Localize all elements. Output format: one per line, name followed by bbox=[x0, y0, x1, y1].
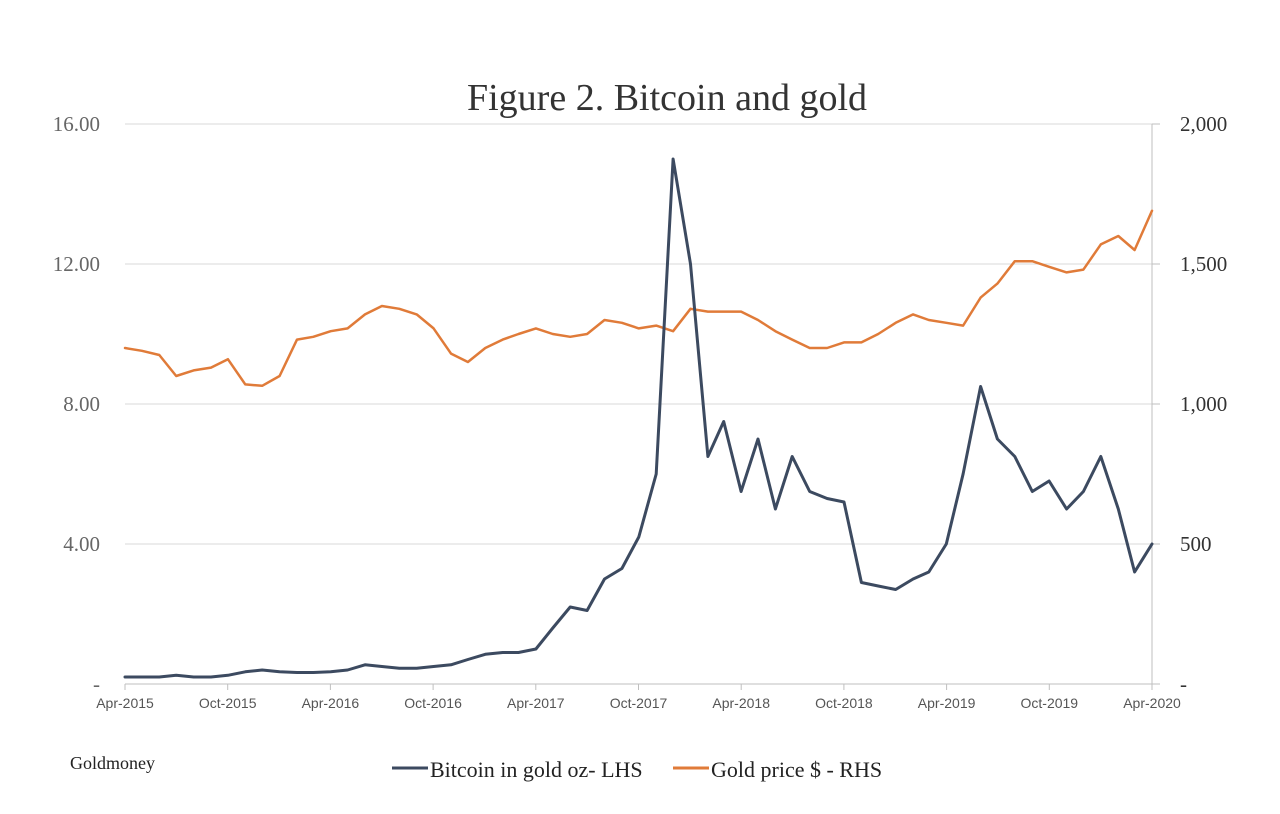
x-tick-label: Apr-2019 bbox=[918, 695, 976, 711]
y-right-tick-label: 2,000 bbox=[1180, 112, 1227, 136]
x-tick-label: Oct-2015 bbox=[199, 695, 257, 711]
source-label: Goldmoney bbox=[70, 753, 155, 773]
y-left-tick-label: 8.00 bbox=[63, 392, 100, 416]
y-left-tick-label: 4.00 bbox=[63, 532, 100, 556]
x-tick-label: Apr-2015 bbox=[96, 695, 154, 711]
x-tick-label: Apr-2020 bbox=[1123, 695, 1181, 711]
y-left-tick-label: 16.00 bbox=[53, 112, 100, 136]
axes: - 4.00 8.00 12.00 16.00 - 500 1,000 1,500 2,000 Ap… bbox=[53, 112, 1228, 711]
series-lines bbox=[123, 157, 1154, 679]
chart-title: Figure 2. Bitcoin and gold bbox=[467, 77, 867, 119]
y-right-tick-label: 1,000 bbox=[1180, 392, 1227, 416]
x-tick-label: Apr-2018 bbox=[712, 695, 770, 711]
y-left-tick-label: 12.00 bbox=[53, 252, 100, 276]
series-line-bitcoin bbox=[123, 157, 1154, 679]
gridlines bbox=[125, 123, 1152, 545]
x-tick-label: Oct-2019 bbox=[1021, 695, 1079, 711]
y-left-tick-label: - bbox=[93, 672, 100, 696]
legend-label-bitcoin: Bitcoin in gold oz- LHS bbox=[430, 757, 643, 782]
x-tick-label: Oct-2017 bbox=[610, 695, 668, 711]
x-tick-label: Oct-2016 bbox=[404, 695, 462, 711]
x-tick-label: Apr-2016 bbox=[302, 695, 360, 711]
y-right-tick-label: 1,500 bbox=[1180, 252, 1227, 276]
series-line-gold bbox=[123, 209, 1154, 388]
y-right-tick-label: 500 bbox=[1180, 532, 1212, 556]
x-tick-label: Oct-2018 bbox=[815, 695, 873, 711]
legend: Bitcoin in gold oz- LHS Gold price $ - R… bbox=[392, 757, 882, 782]
legend-label-gold: Gold price $ - RHS bbox=[711, 757, 882, 782]
y-right-tick-label: - bbox=[1180, 672, 1187, 696]
x-tick-label: Apr-2017 bbox=[507, 695, 565, 711]
